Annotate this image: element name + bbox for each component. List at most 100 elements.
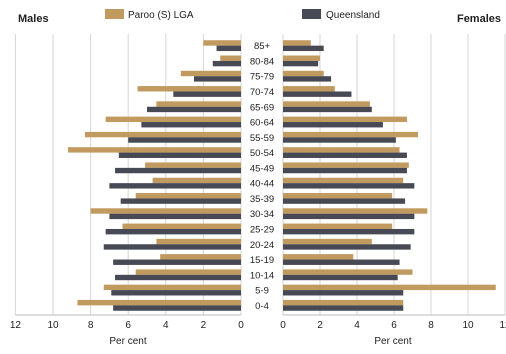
females-axis-title: Per cent — [374, 336, 411, 347]
female-tick-label: 6 — [391, 320, 397, 331]
male-bar-paroo — [135, 269, 241, 275]
female-bar-queensland — [283, 213, 415, 220]
female-tick-label: 10 — [462, 320, 474, 331]
male-bar-paroo — [220, 55, 241, 61]
male-bar-paroo — [68, 147, 241, 153]
male-tick-label: 8 — [88, 320, 94, 331]
male-bar-paroo — [156, 101, 241, 107]
male-bar-queensland — [212, 60, 241, 67]
labels-layer: 12 10 8 6 4 2 0 0 2 4 6 8 10 12 85+ 80-84 75-79 70-74 65-6… — [10, 41, 506, 331]
female-bar-paroo — [283, 55, 320, 61]
female-bar-paroo — [283, 86, 335, 92]
female-bar-queensland — [283, 137, 396, 143]
male-bar-queensland — [147, 106, 241, 113]
male-tick-label: 4 — [163, 320, 169, 331]
male-tick-label: 12 — [10, 320, 22, 331]
age-group-label: 15-19 — [250, 255, 274, 266]
female-bar-paroo — [283, 299, 404, 306]
male-tick-label: 2 — [201, 320, 207, 331]
male-bar-queensland — [173, 91, 241, 97]
female-bar-paroo — [283, 116, 407, 123]
age-group-label: 5-9 — [255, 286, 269, 297]
male-tick-label: 6 — [125, 320, 131, 331]
male-bar-queensland — [120, 198, 241, 204]
male-bar-queensland — [109, 183, 242, 189]
female-bar-paroo — [283, 208, 428, 214]
female-tick-label: 8 — [428, 320, 434, 331]
female-bar-paroo — [283, 193, 393, 199]
male-bar-paroo — [103, 284, 241, 291]
bars-layer — [68, 40, 496, 311]
female-tick-label: 12 — [499, 320, 506, 331]
female-bar-paroo — [283, 131, 419, 138]
male-bar-queensland — [128, 137, 241, 143]
male-tick-label: 0 — [238, 320, 244, 331]
age-group-label: 50-54 — [250, 148, 274, 159]
legend-swatch-queensland — [302, 9, 321, 19]
male-bar-queensland — [118, 152, 241, 158]
female-bar-queensland — [283, 167, 407, 174]
legend-label-paroo: Paroo (S) LGA — [128, 10, 194, 21]
male-bar-queensland — [105, 228, 241, 235]
female-tick-label: 2 — [317, 320, 323, 331]
male-bar-paroo — [137, 86, 241, 92]
male-bar-paroo — [84, 131, 242, 138]
male-bar-queensland — [141, 122, 241, 128]
female-bar-queensland — [283, 152, 407, 158]
male-bar-queensland — [109, 213, 242, 220]
age-group-label: 45-49 — [250, 163, 274, 174]
male-bar-queensland — [194, 76, 241, 82]
male-bar-paroo — [152, 177, 241, 184]
female-bar-queensland — [283, 183, 415, 189]
female-tick-label: 4 — [354, 320, 360, 331]
age-group-label: 30-34 — [250, 209, 274, 220]
female-bar-paroo — [283, 238, 372, 245]
male-bar-paroo — [156, 238, 241, 245]
age-group-label: 20-24 — [250, 240, 274, 251]
age-group-label: 80-84 — [250, 56, 274, 67]
females-title: Females — [457, 13, 501, 25]
female-bar-paroo — [283, 177, 404, 184]
female-bar-queensland — [283, 198, 406, 204]
male-bar-paroo — [90, 208, 241, 214]
male-bar-queensland — [216, 45, 241, 52]
male-bar-paroo — [203, 40, 241, 46]
female-bar-queensland — [283, 45, 324, 52]
legend-label-queensland: Queensland — [326, 10, 380, 21]
male-tick-label: 10 — [47, 320, 59, 331]
age-group-label: 60-64 — [250, 118, 274, 129]
male-bar-queensland — [113, 305, 241, 311]
age-group-label: 65-69 — [250, 102, 274, 113]
female-bar-paroo — [283, 162, 409, 168]
female-bar-paroo — [283, 147, 400, 153]
female-bar-queensland — [283, 274, 398, 281]
female-bar-queensland — [283, 122, 383, 128]
male-bar-queensland — [103, 244, 241, 250]
male-bar-paroo — [145, 162, 241, 168]
female-bar-queensland — [283, 106, 372, 113]
female-bar-paroo — [283, 269, 413, 275]
male-bar-queensland — [115, 167, 241, 174]
age-group-label: 85+ — [254, 41, 271, 52]
male-bar-queensland — [113, 259, 241, 265]
female-bar-paroo — [283, 70, 324, 77]
female-bar-queensland — [283, 76, 332, 82]
males-title: Males — [18, 13, 49, 25]
female-tick-label: 0 — [280, 320, 286, 331]
age-group-label: 75-79 — [250, 72, 274, 83]
age-group-label: 0-4 — [255, 301, 269, 312]
female-bar-queensland — [283, 60, 319, 67]
age-group-label: 35-39 — [250, 194, 274, 205]
age-group-label: 70-74 — [250, 87, 274, 98]
female-bar-queensland — [283, 228, 415, 235]
age-group-label: 40-44 — [250, 179, 274, 190]
male-bar-paroo — [160, 254, 241, 260]
male-bar-queensland — [111, 290, 241, 296]
female-bar-paroo — [283, 284, 496, 291]
female-bar-queensland — [283, 305, 404, 311]
female-bar-queensland — [283, 91, 352, 97]
female-bar-queensland — [283, 244, 411, 250]
male-bar-paroo — [122, 223, 241, 229]
female-bar-queensland — [283, 259, 400, 265]
